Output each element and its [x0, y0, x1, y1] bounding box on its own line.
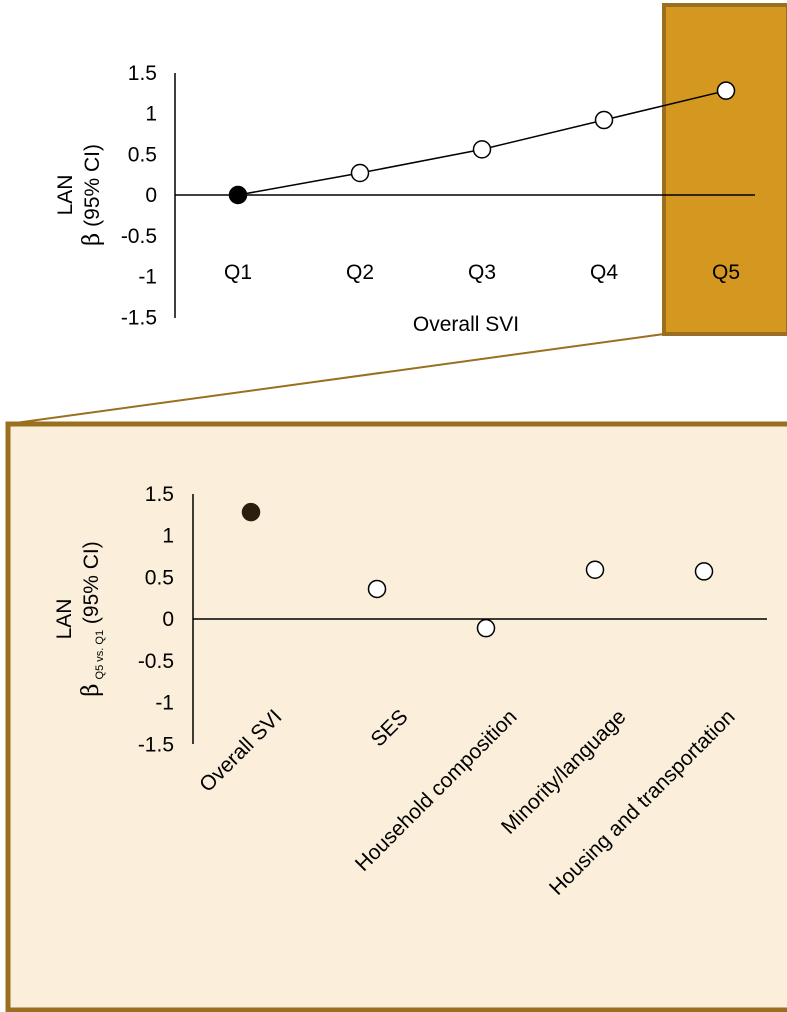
- top-x-category-q5: Q5: [712, 261, 740, 284]
- bottom-y-axis-label: LAN β Q5 vs. Q1 (95% CI): [53, 541, 106, 697]
- bottom-point-household-composition: [476, 618, 496, 638]
- top-point-q2: [350, 163, 370, 183]
- top-ylabel-line2: β (95% CI): [79, 144, 105, 246]
- top-ylabel-line1: LAN: [54, 175, 77, 216]
- bottom-ylabel-line1: LAN: [53, 599, 76, 640]
- top-y-tick-label-1: 1: [145, 103, 157, 126]
- bottom-y-tick-label-0: 1.5: [145, 483, 174, 506]
- bottom-ylabel-sub: Q5 vs. Q1: [94, 630, 106, 680]
- top-point-q1: [228, 185, 248, 205]
- bottom-point-housing-and-transportation: [694, 562, 714, 581]
- bottom-point-ses: [367, 579, 387, 599]
- top-x-category-q1: Q1: [224, 261, 252, 284]
- bottom-y-tick-label-5: -1: [155, 692, 174, 715]
- top-y-tick-label-3: 0: [145, 184, 157, 207]
- bottom-ylabel-line2: β Q5 vs. Q1 (95% CI): [78, 541, 106, 697]
- bottom-y-tick-label-2: 0.5: [145, 566, 174, 589]
- bottom-ylabel-rest: (95% CI): [80, 541, 103, 630]
- top-x-category-q4: Q4: [590, 261, 618, 284]
- top-y-tick-label-0: 1.5: [128, 62, 157, 85]
- top-y-tick-label-4: -0.5: [121, 225, 157, 248]
- top-chart: 1.5 1 0.5 0 -0.5 -1 -1.5 Q1 Q2 Q3 Q4 Q5 Overall SV…: [54, 62, 755, 336]
- top-ylabel-rest: (95% CI): [81, 144, 104, 233]
- bottom-y-tick-label-6: -1.5: [138, 733, 174, 756]
- top-point-q5: [716, 81, 736, 100]
- bottom-series-points: [241, 502, 714, 638]
- top-point-q3: [472, 140, 492, 159]
- top-y-tick-label-6: -1.5: [121, 306, 157, 329]
- top-y-tick-label-5: -1: [138, 266, 157, 289]
- bottom-y-tick-label-1: 1: [162, 525, 174, 548]
- top-point-q4: [594, 110, 614, 130]
- bottom-y-tick-label-4: -0.5: [138, 650, 174, 673]
- bottom-y-tick-labels: 1.5 1 0.5 0 -0.5 -1 -1.5: [138, 483, 174, 757]
- subscale-panel: [5, 421, 787, 1012]
- bottom-point-overall-svi: [241, 502, 261, 522]
- bottom-point-minority-language: [585, 560, 605, 579]
- top-y-axis-label: LAN β (95% CI): [54, 144, 105, 246]
- top-y-tick-label-2: 0.5: [128, 143, 157, 166]
- top-x-axis-label: Overall SVI: [413, 313, 519, 336]
- top-y-tick-labels: 1.5 1 0.5 0 -0.5 -1 -1.5: [121, 62, 157, 330]
- q5-highlight-box: [662, 3, 787, 336]
- top-ylabel-beta: β: [79, 233, 105, 246]
- top-series-points: [228, 81, 736, 205]
- top-x-category-q3: Q3: [468, 261, 496, 284]
- top-x-category-q2: Q2: [346, 261, 374, 284]
- top-x-category-labels: Q1 Q2 Q3 Q4 Q5: [224, 261, 740, 284]
- zoom-connector-line: [7, 333, 665, 425]
- bottom-ylabel-beta: β: [78, 683, 104, 696]
- bottom-y-tick-label-3: 0: [162, 608, 174, 631]
